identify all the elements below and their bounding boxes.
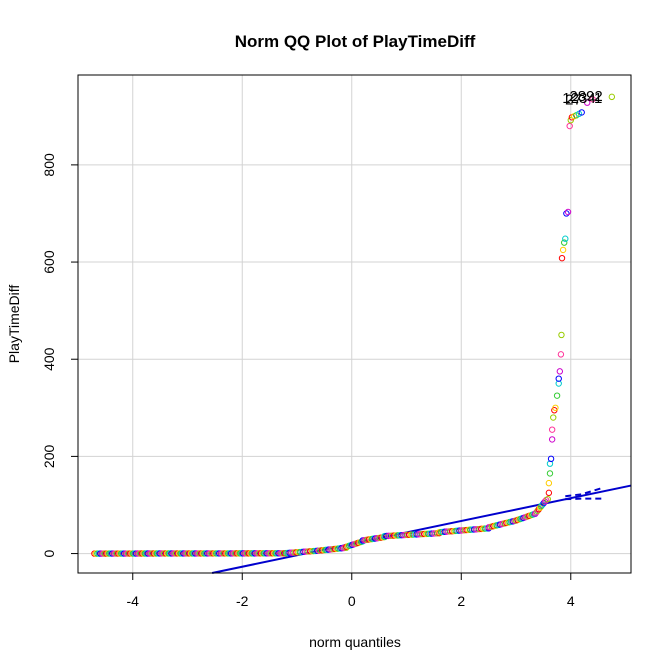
y-axis-label: PlayTimeDiff xyxy=(6,285,22,364)
data-point xyxy=(556,368,564,375)
data-point xyxy=(567,116,574,124)
point-annotation: 1 xyxy=(594,90,602,107)
x-tick-label: 4 xyxy=(567,593,575,609)
confidence-band xyxy=(565,486,604,498)
data-point xyxy=(583,99,591,106)
data-point xyxy=(564,208,572,216)
x-tick-label: -2 xyxy=(236,593,249,609)
data-point xyxy=(555,380,562,387)
x-tick-label: 2 xyxy=(457,593,465,609)
y-axis: 0 200 400 600 800 xyxy=(41,153,78,557)
data-point xyxy=(557,351,565,358)
y-tick-label: 600 xyxy=(41,250,57,274)
data-point xyxy=(558,254,566,262)
x-axis: -4 -2 0 2 4 xyxy=(127,572,575,609)
data-point xyxy=(552,404,559,412)
data-points xyxy=(91,93,616,557)
data-point xyxy=(550,414,557,421)
data-point xyxy=(578,109,585,116)
data-point xyxy=(558,331,565,339)
data-point xyxy=(544,495,551,503)
data-point xyxy=(547,455,555,463)
data-point xyxy=(566,122,573,130)
data-point xyxy=(555,375,562,382)
reference-line xyxy=(211,484,632,574)
y-tick-label: 0 xyxy=(41,549,57,557)
data-point xyxy=(589,96,596,103)
data-point xyxy=(548,436,556,443)
qq-line xyxy=(211,484,632,574)
data-point xyxy=(546,470,554,477)
data-point xyxy=(563,210,570,217)
x-axis-label: norm quantiles xyxy=(309,634,401,650)
data-point xyxy=(561,239,568,246)
data-point xyxy=(548,426,556,433)
y-tick-label: 400 xyxy=(41,347,57,371)
y-tick-label: 800 xyxy=(41,153,57,177)
data-point xyxy=(553,392,561,399)
x-tick-label: 0 xyxy=(348,593,356,609)
point-annotation: 1234 xyxy=(562,90,595,107)
data-point xyxy=(559,246,567,254)
data-point xyxy=(608,93,616,101)
point-annotation: 2892 xyxy=(569,88,602,105)
data-point xyxy=(545,479,553,487)
data-point xyxy=(545,489,553,497)
y-tick-label: 200 xyxy=(41,445,57,469)
chart-title: Norm QQ Plot of PlayTimeDiff xyxy=(235,32,476,51)
x-tick-label: -4 xyxy=(127,593,140,609)
data-point xyxy=(562,235,569,242)
point-annotation: 27 xyxy=(565,91,582,108)
